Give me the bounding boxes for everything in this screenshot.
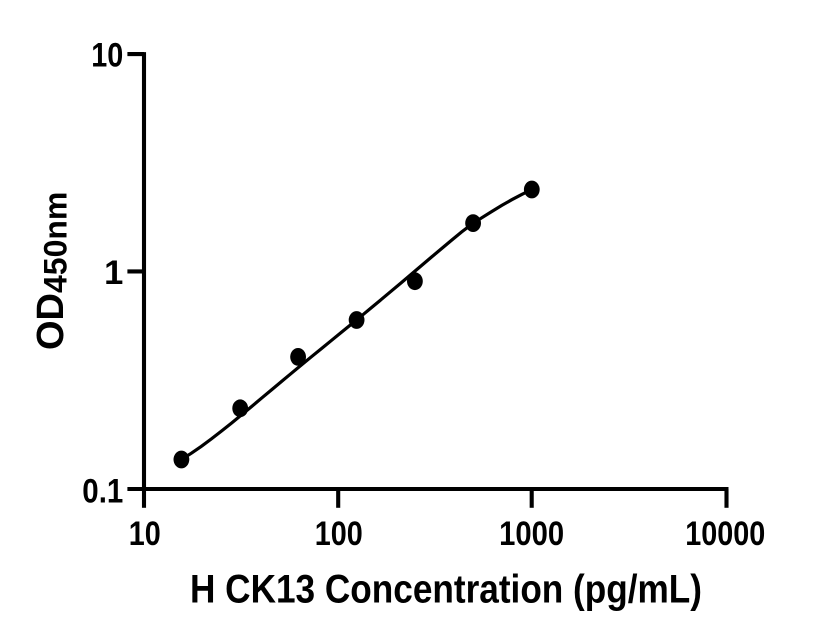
svg-text:10000: 10000	[685, 515, 765, 553]
svg-text:OD450nm: OD450nm	[30, 192, 74, 350]
svg-text:10: 10	[91, 36, 123, 74]
svg-text:0.1: 0.1	[82, 472, 123, 510]
svg-text:1000: 1000	[499, 515, 564, 553]
svg-text:1: 1	[104, 254, 123, 292]
svg-text:10: 10	[129, 515, 161, 553]
svg-text:H CK13 Concentration (pg/mL): H CK13 Concentration (pg/mL)	[190, 568, 702, 612]
svg-text:100: 100	[315, 515, 363, 553]
